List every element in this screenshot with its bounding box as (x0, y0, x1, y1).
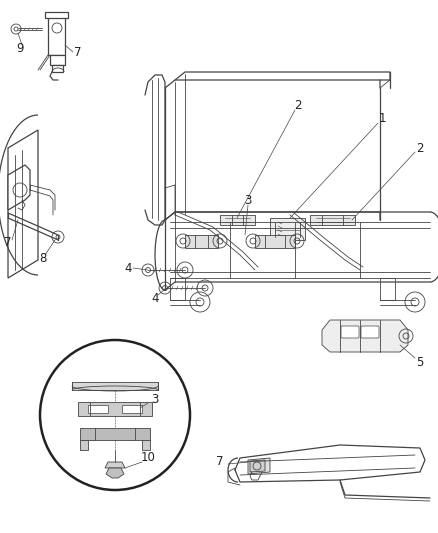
FancyBboxPatch shape (360, 326, 378, 338)
Text: 9: 9 (16, 42, 24, 54)
Polygon shape (78, 402, 152, 416)
Polygon shape (72, 382, 158, 390)
Polygon shape (170, 278, 184, 300)
Polygon shape (269, 218, 304, 240)
Polygon shape (106, 468, 124, 478)
Polygon shape (254, 235, 294, 248)
Text: 3: 3 (151, 393, 158, 407)
Polygon shape (309, 215, 354, 225)
Circle shape (40, 340, 190, 490)
Text: 2: 2 (293, 99, 301, 111)
Text: 7: 7 (216, 456, 223, 469)
Text: 2: 2 (415, 141, 423, 155)
Polygon shape (321, 320, 407, 352)
Polygon shape (219, 215, 254, 225)
Text: 4: 4 (151, 292, 159, 304)
Text: 7: 7 (74, 45, 81, 59)
Polygon shape (184, 235, 218, 248)
Polygon shape (45, 12, 68, 18)
Polygon shape (80, 428, 150, 440)
Polygon shape (249, 460, 265, 472)
Polygon shape (80, 440, 88, 450)
Text: 1: 1 (378, 111, 385, 125)
Polygon shape (88, 405, 108, 413)
Polygon shape (50, 55, 65, 65)
Polygon shape (8, 165, 30, 210)
Text: 5: 5 (415, 357, 423, 369)
Polygon shape (141, 440, 150, 450)
Polygon shape (379, 278, 394, 300)
Polygon shape (105, 462, 125, 468)
Polygon shape (122, 405, 141, 413)
Polygon shape (8, 130, 38, 278)
Polygon shape (48, 15, 65, 55)
Polygon shape (52, 65, 63, 72)
Text: 3: 3 (244, 193, 251, 206)
Text: 4: 4 (124, 262, 131, 274)
FancyBboxPatch shape (340, 326, 358, 338)
Text: 7: 7 (4, 236, 12, 248)
Text: 10: 10 (140, 451, 155, 464)
Polygon shape (247, 458, 269, 474)
Text: 8: 8 (39, 252, 46, 264)
